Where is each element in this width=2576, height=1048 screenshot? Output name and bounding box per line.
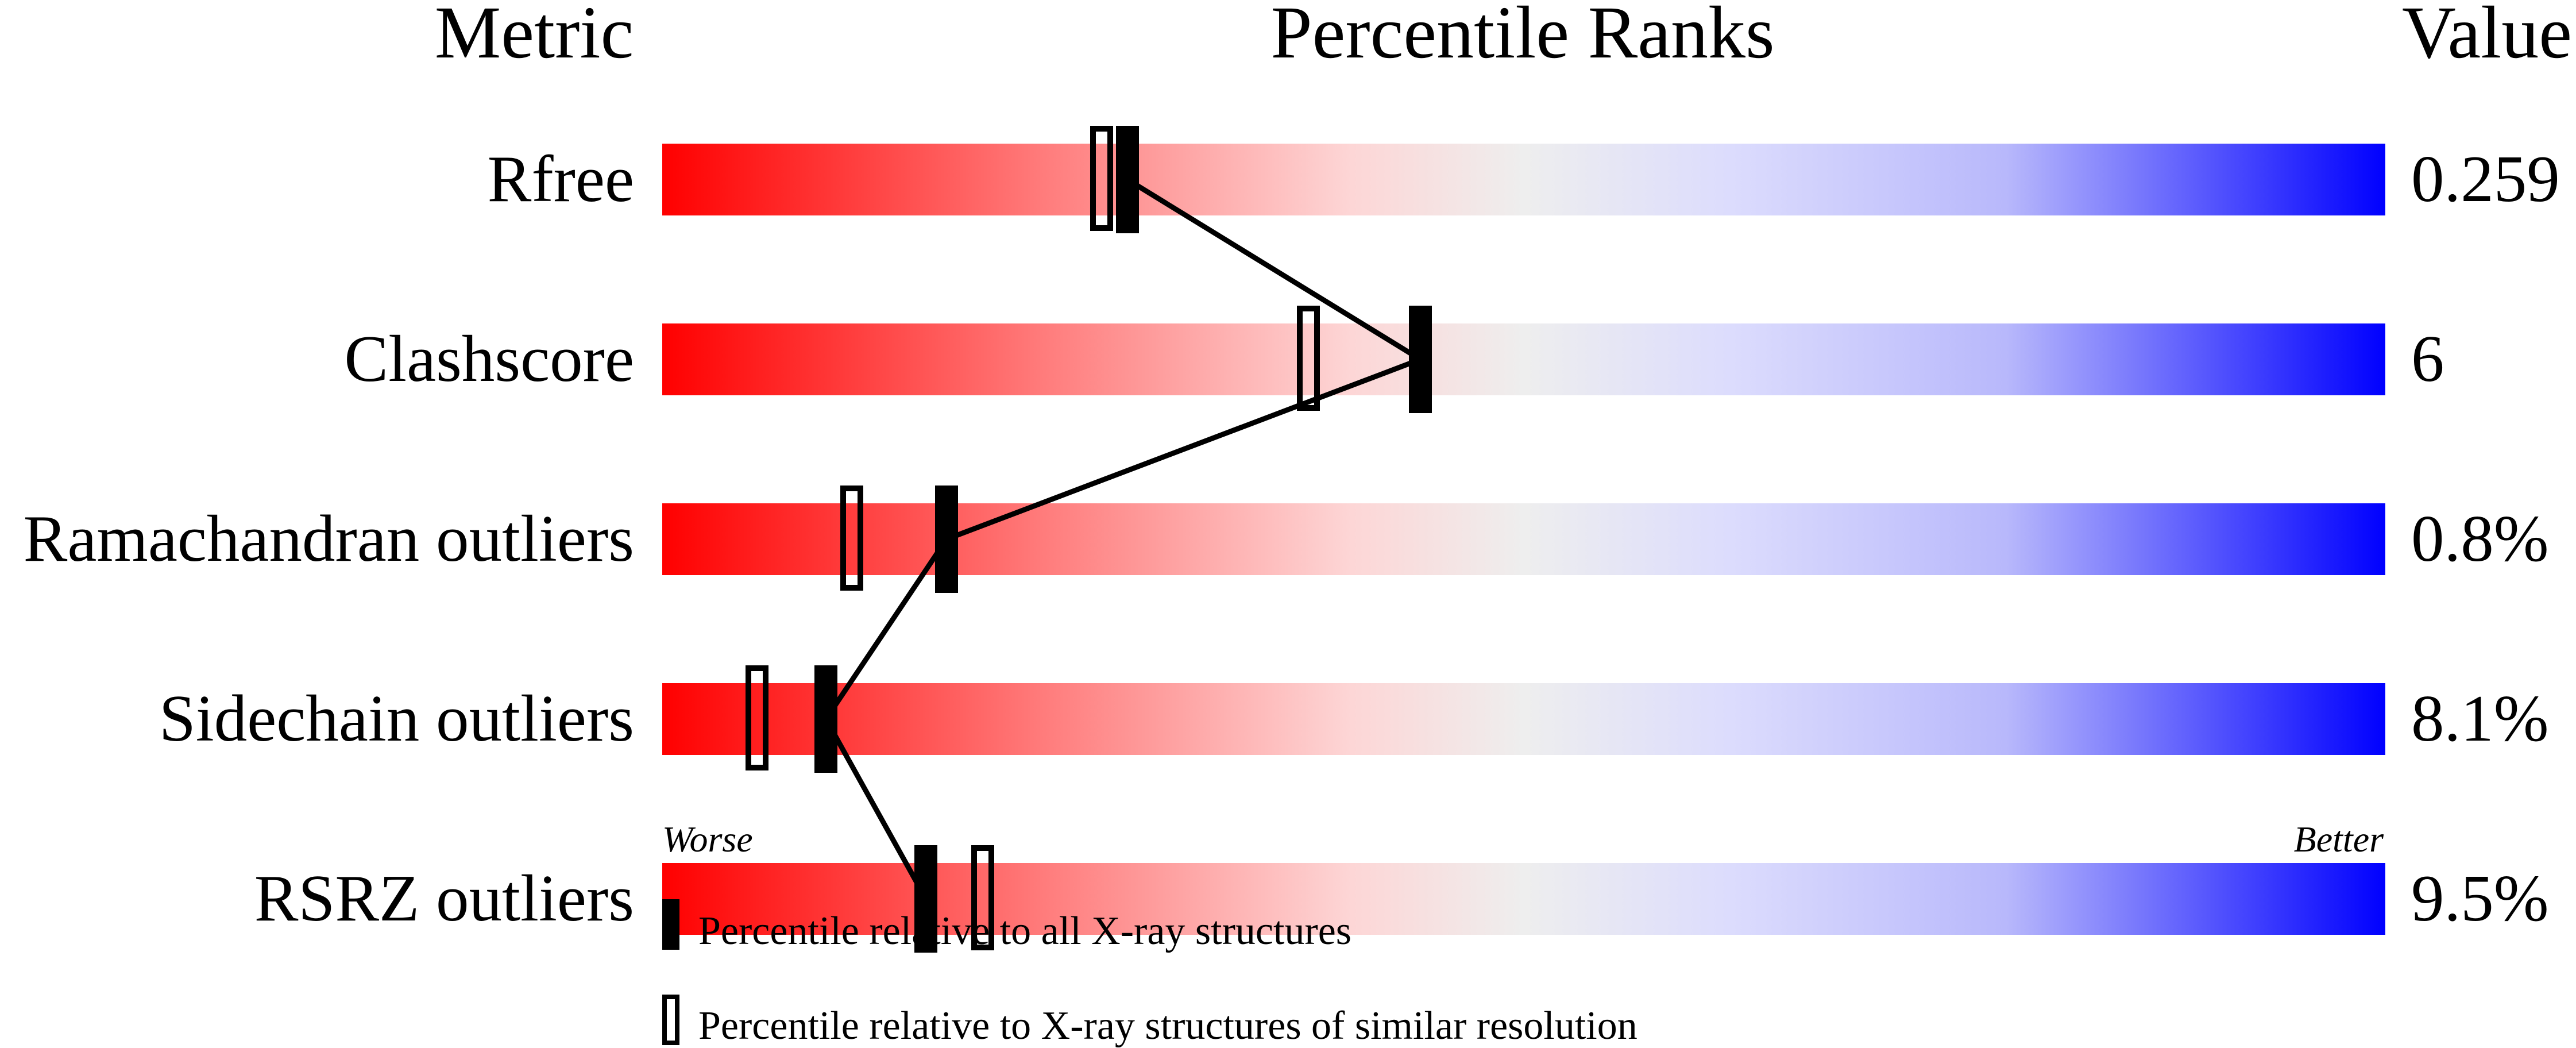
percentile-bar xyxy=(662,503,2385,575)
marker-similar-resolution xyxy=(746,665,768,770)
metric-label: Ramachandran outliers xyxy=(24,502,634,575)
marker-similar-resolution xyxy=(840,486,863,591)
metric-label: Clashscore xyxy=(344,322,634,395)
legend-similar: Percentile relative to X-ray structures … xyxy=(698,1004,1637,1048)
header-metric: Metric xyxy=(435,0,634,74)
legend-filled-marker xyxy=(662,899,679,950)
marker-similar-resolution xyxy=(971,845,994,950)
metric-label: Sidechain outliers xyxy=(159,682,634,755)
metric-value: 0.8% xyxy=(2411,502,2549,575)
metric-value: 0.259 xyxy=(2411,142,2560,215)
legend-all: Percentile relative to all X-ray structu… xyxy=(698,909,1351,953)
percentile-bar xyxy=(662,144,2385,215)
marker-all-structures xyxy=(1116,126,1139,233)
better-label: Better xyxy=(2294,819,2384,860)
marker-similar-resolution xyxy=(1090,126,1113,231)
marker-all-structures xyxy=(914,845,937,953)
percentile-bar xyxy=(662,323,2385,395)
legend-open-marker xyxy=(662,995,679,1045)
marker-all-structures xyxy=(935,486,958,593)
header-value: Value xyxy=(2402,0,2572,74)
percentile-bar xyxy=(662,683,2385,755)
metric-value: 8.1% xyxy=(2411,682,2549,755)
marker-all-structures xyxy=(1409,306,1432,413)
metric-value: 9.5% xyxy=(2411,862,2549,935)
percentile-bar xyxy=(662,863,2385,935)
metric-label: Rfree xyxy=(488,142,634,215)
worse-label: Worse xyxy=(662,819,753,860)
metric-value: 6 xyxy=(2411,322,2444,395)
marker-all-structures xyxy=(814,665,837,773)
header-percentile: Percentile Ranks xyxy=(1270,0,1774,74)
metric-label: RSRZ outliers xyxy=(254,862,634,935)
marker-similar-resolution xyxy=(1297,306,1320,411)
